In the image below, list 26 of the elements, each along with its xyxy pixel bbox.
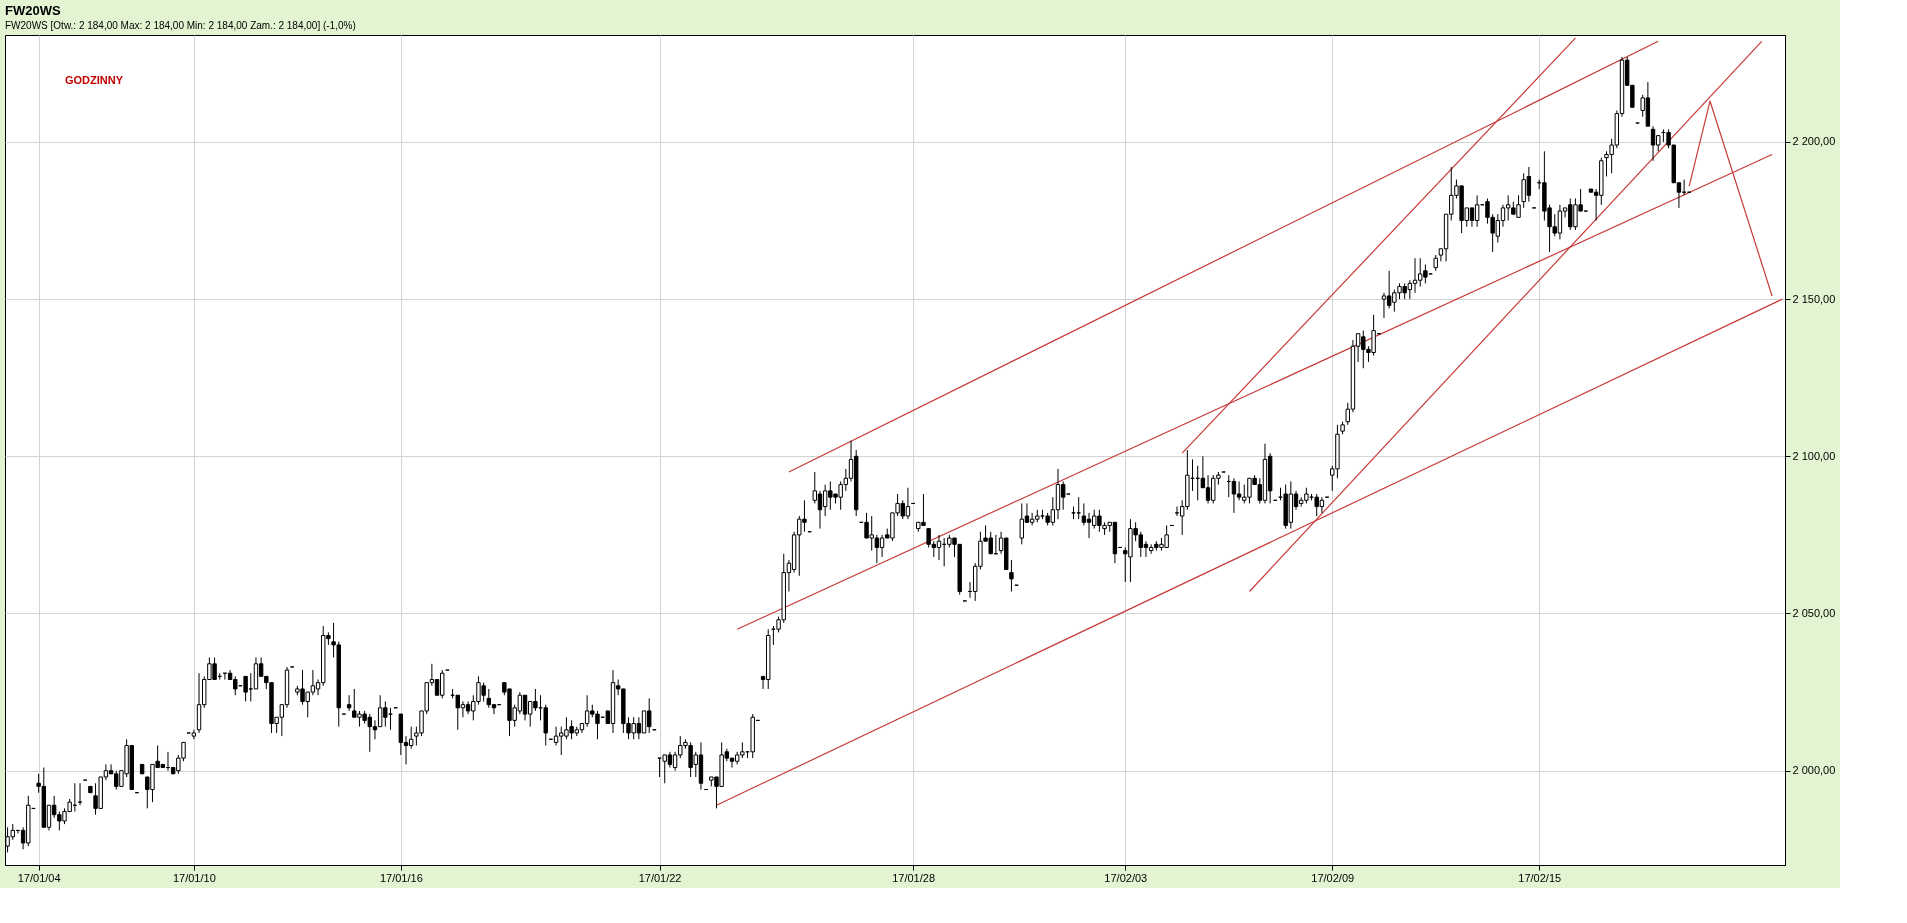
x-tick-label: 17/01/04 xyxy=(17,871,61,884)
y-tick-label: 2 100,00 xyxy=(1792,449,1836,462)
annotation: GODZINNY xyxy=(65,74,124,86)
candlestick xyxy=(346,694,352,712)
y-tick-label: 2 200,00 xyxy=(1792,135,1836,148)
candlestick xyxy=(243,675,248,703)
x-tick-label: 17/01/16 xyxy=(379,871,423,884)
x-tick-label: 17/01/28 xyxy=(892,871,936,884)
x-tick-label: 17/02/15 xyxy=(1518,871,1562,884)
y-tick-label: 2 000,00 xyxy=(1792,764,1836,777)
y-tick-label: 2 150,00 xyxy=(1792,292,1836,305)
x-tick-label: 17/01/22 xyxy=(638,871,682,884)
candlestick xyxy=(408,726,414,750)
x-tick-label: 17/02/09 xyxy=(1311,871,1355,884)
x-tick-label: 17/02/03 xyxy=(1104,871,1148,884)
candlestick xyxy=(77,782,83,806)
candlestick xyxy=(1081,502,1087,526)
chart-title: FW20WS xyxy=(5,3,61,18)
candlestick xyxy=(1060,480,1066,511)
candlestick xyxy=(1474,194,1480,228)
candlestick xyxy=(1009,559,1014,592)
y-tick-label: 2 050,00 xyxy=(1792,606,1836,619)
candlestick xyxy=(486,688,492,709)
x-tick-label: 17/01/10 xyxy=(172,871,216,884)
candlestick xyxy=(1231,477,1237,514)
chart-subtitle: FW20WS [Otw.: 2 184,00 Max: 2 184,00 Min: 2 184,00 Zam.: 2 184,00] (-1,0%) xyxy=(5,20,356,31)
